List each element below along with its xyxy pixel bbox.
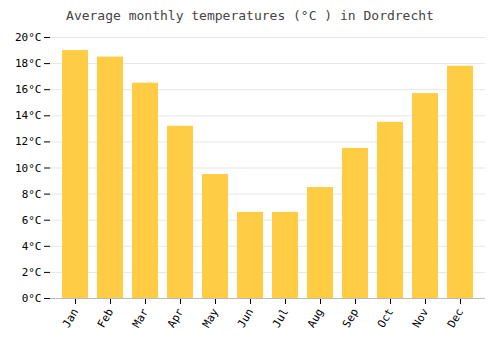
svg-text:14°C: 14°C	[15, 109, 42, 122]
svg-text:8°C: 8°C	[22, 188, 42, 201]
svg-text:Aug: Aug	[305, 306, 326, 330]
svg-text:2°C: 2°C	[22, 266, 42, 279]
svg-text:Apr: Apr	[165, 306, 186, 330]
svg-text:16°C: 16°C	[15, 83, 42, 96]
svg-text:6°C: 6°C	[22, 214, 42, 227]
svg-text:Nov: Nov	[410, 306, 431, 330]
svg-text:Mar: Mar	[130, 306, 151, 330]
svg-text:Oct: Oct	[375, 306, 396, 330]
svg-text:10°C: 10°C	[15, 162, 42, 175]
svg-text:Sep: Sep	[340, 306, 361, 330]
svg-text:18°C: 18°C	[15, 57, 42, 70]
svg-text:May: May	[200, 306, 221, 330]
svg-text:Jan: Jan	[60, 306, 81, 330]
svg-text:12°C: 12°C	[15, 135, 42, 148]
html-text:Average monthly temperatures (: Average monthly temperatures (°C ) in Do…	[66, 8, 434, 23]
svg-text:Feb: Feb	[95, 306, 116, 330]
svg-text:Dec: Dec	[445, 306, 466, 330]
svg-text:0°C: 0°C	[22, 292, 42, 305]
svg-text:Jul: Jul	[270, 306, 291, 330]
svg-text:20°C: 20°C	[15, 31, 42, 44]
svg-text:4°C: 4°C	[22, 240, 42, 253]
svg-text:Jun: Jun	[235, 306, 256, 330]
